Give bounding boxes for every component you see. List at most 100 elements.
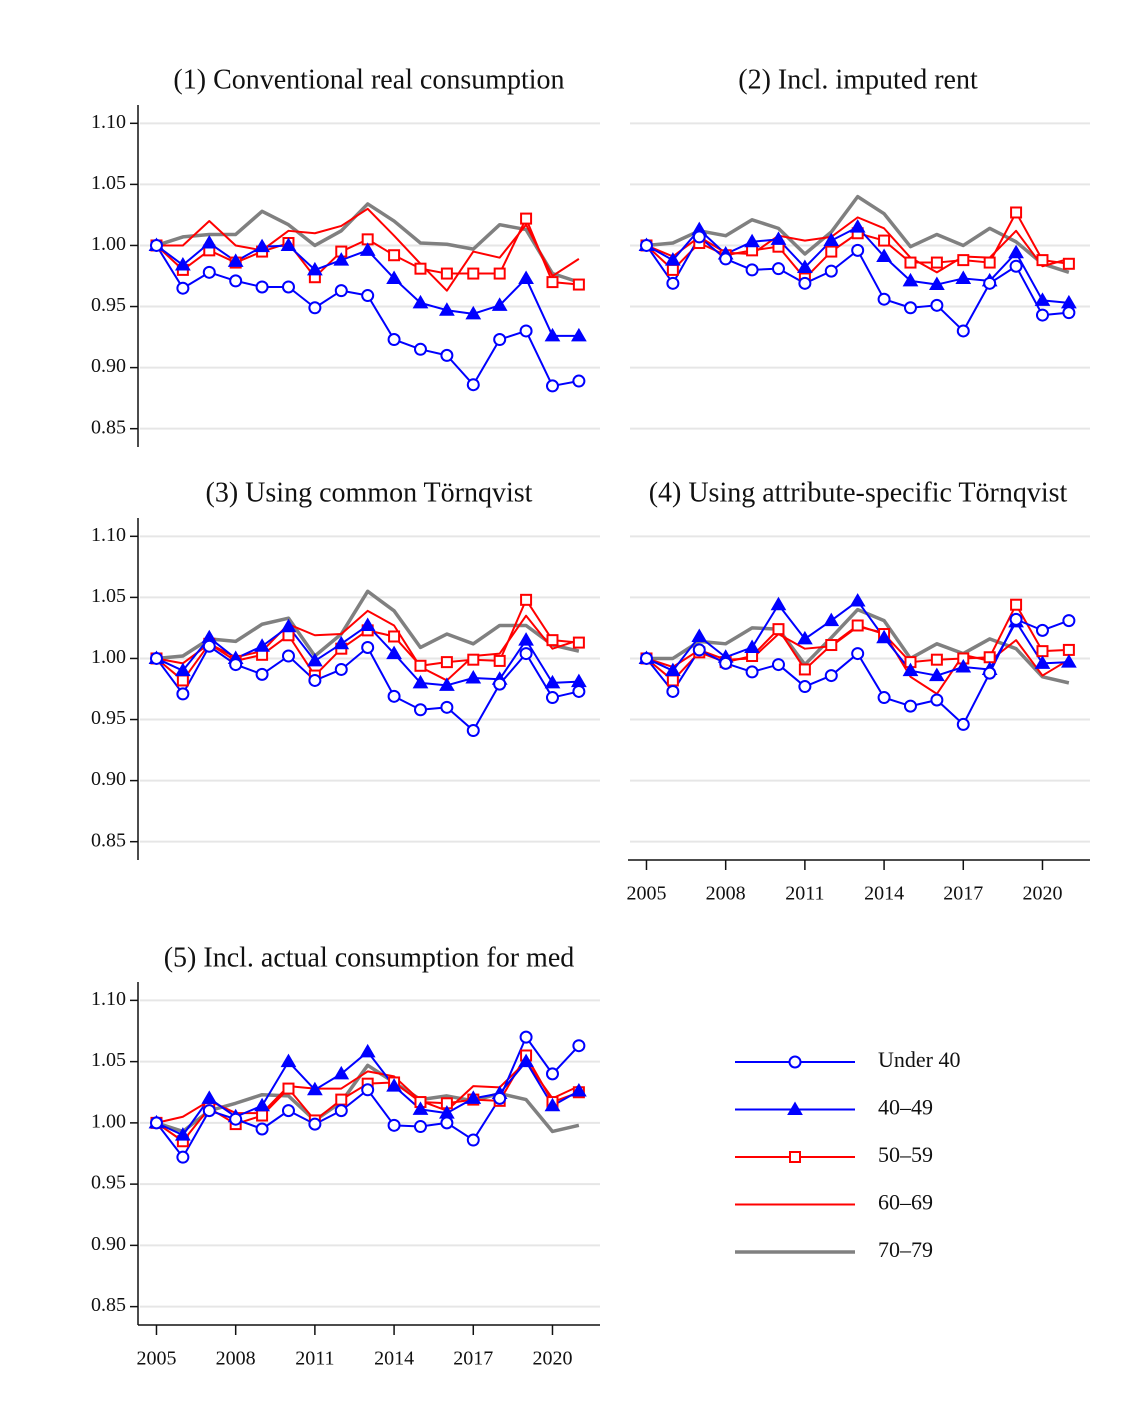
marker [571, 327, 587, 342]
marker [771, 262, 785, 276]
marker [876, 629, 892, 644]
marker [201, 1090, 218, 1104]
marker [334, 284, 348, 298]
marker [493, 654, 506, 667]
legend-label: 40–49 [878, 1095, 933, 1120]
marker [877, 691, 891, 705]
marker [413, 342, 427, 356]
series-line [155, 202, 580, 284]
marker [387, 333, 401, 347]
x-tick-label: 2017 [943, 883, 983, 905]
marker [493, 333, 507, 347]
marker [333, 635, 350, 650]
series-line [156, 207, 580, 292]
marker [798, 663, 811, 676]
panel: (3) Using common Törnqvist 0.85 0.90 0.95 1.… [91, 477, 600, 860]
marker [307, 652, 323, 667]
series-line [155, 1063, 580, 1134]
series-line [156, 589, 580, 661]
marker [930, 256, 943, 269]
marker [280, 1053, 297, 1068]
marker [639, 651, 653, 665]
marker [930, 653, 943, 666]
marker [904, 256, 917, 269]
y-tick-label: 0.85 [91, 829, 126, 851]
marker [1009, 612, 1023, 626]
panel-title: (5) Incl. actual consumption for med [164, 942, 575, 973]
panel-title: (1) Conventional real consumption [173, 64, 564, 95]
marker [388, 249, 401, 262]
panel-title: (3) Using common Törnqvist [206, 477, 533, 508]
marker [719, 656, 733, 670]
marker [282, 1082, 295, 1095]
marker [254, 238, 270, 253]
marker [202, 639, 216, 653]
marker [1062, 306, 1076, 320]
marker [770, 596, 787, 611]
marker [851, 243, 865, 257]
marker [745, 263, 759, 277]
marker [520, 212, 533, 225]
marker [414, 659, 427, 672]
marker [770, 231, 787, 245]
y-tick-label: 0.95 [91, 294, 126, 316]
marker [255, 1122, 269, 1136]
y-tick-label: 0.85 [91, 416, 126, 438]
marker [797, 630, 813, 645]
marker [361, 640, 375, 654]
marker [386, 270, 402, 284]
marker [824, 669, 838, 683]
marker [175, 257, 191, 271]
legend: Under 40 40–49 50–59 60–69 70–79 [735, 1047, 960, 1262]
marker [849, 593, 866, 607]
marker [851, 647, 865, 661]
marker [1061, 654, 1077, 668]
marker [1035, 623, 1049, 637]
panel: (5) Incl. actual consumption for med 0.85… [91, 942, 600, 1370]
marker [412, 674, 429, 689]
marker [202, 265, 216, 279]
marker [544, 674, 561, 689]
marker [1035, 308, 1049, 322]
marker [956, 717, 970, 731]
marker [281, 649, 295, 663]
marker [957, 254, 970, 267]
marker [467, 267, 480, 280]
x-tick-label: 2014 [864, 883, 904, 905]
legend-label: 60–69 [878, 1190, 933, 1215]
marker [744, 639, 760, 653]
marker [877, 292, 891, 306]
marker [333, 1065, 350, 1080]
marker [823, 232, 840, 247]
marker [388, 630, 401, 643]
marker [572, 636, 585, 649]
marker [544, 327, 561, 342]
y-tick-label: 0.90 [91, 1233, 126, 1255]
marker [1036, 645, 1049, 658]
marker [361, 289, 375, 303]
x-tick-label: 2008 [706, 883, 746, 905]
marker [440, 348, 454, 362]
panel-title: (2) Incl. imputed rent [738, 64, 978, 95]
marker [335, 1093, 348, 1106]
marker [440, 1116, 454, 1130]
marker [176, 674, 189, 687]
marker [692, 230, 706, 244]
marker [229, 658, 243, 672]
x-tick-label: 2014 [374, 1348, 414, 1370]
marker [929, 667, 945, 682]
marker [955, 659, 972, 673]
marker [903, 301, 917, 315]
marker [1034, 655, 1051, 669]
marker [308, 1117, 322, 1131]
marker [789, 1151, 801, 1163]
marker [572, 1039, 586, 1053]
marker [983, 666, 997, 680]
panel: (1) Conventional real consumption 0.85 0.9… [91, 64, 600, 447]
series-line [646, 216, 1070, 274]
marker [849, 219, 866, 233]
marker [666, 674, 679, 687]
panel: (2) Incl. imputed rent [630, 64, 1090, 430]
